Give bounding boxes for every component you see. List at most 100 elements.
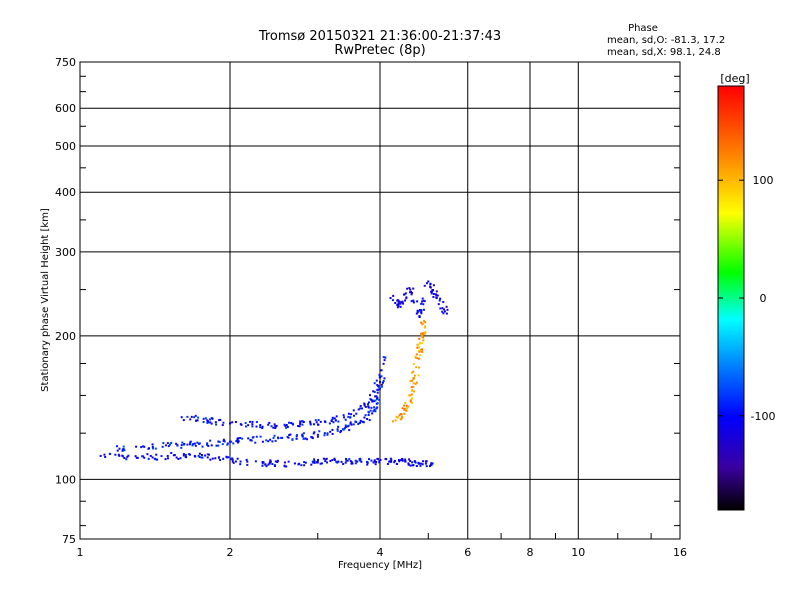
data-point	[436, 294, 439, 297]
data-point	[431, 290, 434, 293]
data-point	[422, 336, 425, 339]
data-point	[420, 309, 423, 312]
data-point	[416, 346, 419, 349]
data-point	[383, 359, 386, 362]
data-point	[182, 454, 185, 457]
data-point	[195, 419, 198, 422]
data-point	[209, 439, 212, 442]
data-point	[407, 463, 410, 466]
data-point	[410, 290, 413, 293]
data-point	[420, 311, 423, 314]
data-point	[229, 440, 231, 443]
data-point	[245, 458, 248, 461]
data-point	[326, 432, 329, 435]
data-point	[251, 425, 254, 428]
data-point	[411, 379, 414, 382]
data-point	[207, 444, 210, 447]
data-point	[366, 463, 369, 466]
y-tick-label: 600	[55, 102, 76, 115]
data-point	[404, 458, 407, 461]
data-point	[380, 369, 383, 372]
y-tick-label: 75	[62, 533, 76, 546]
data-point	[167, 445, 170, 448]
data-point	[303, 464, 306, 467]
data-point	[225, 455, 228, 458]
data-point	[166, 442, 169, 445]
data-point	[248, 420, 251, 423]
data-point	[363, 404, 366, 407]
data-point	[410, 386, 413, 389]
data-point	[430, 462, 433, 465]
data-point	[241, 437, 244, 440]
data-point	[254, 441, 257, 444]
data-point	[312, 423, 315, 426]
data-point	[283, 461, 286, 464]
data-point	[373, 408, 376, 411]
data-point	[424, 332, 427, 335]
data-point	[237, 440, 240, 443]
data-point	[331, 416, 334, 419]
data-point	[226, 443, 229, 446]
data-point	[236, 439, 239, 442]
data-point	[435, 297, 438, 300]
data-point	[369, 398, 372, 401]
data-point	[410, 293, 413, 296]
data-point	[371, 399, 374, 402]
data-point	[439, 297, 442, 300]
data-point	[324, 458, 327, 461]
data-point	[189, 418, 192, 421]
data-point	[378, 461, 381, 464]
phase-stats-x: mean, sd,X: 98.1, 24.8	[607, 47, 721, 58]
data-point	[359, 419, 362, 422]
chart-subtitle: RwPretec (8p)	[334, 43, 425, 58]
data-point	[180, 446, 183, 449]
data-point	[273, 434, 276, 437]
data-point	[188, 443, 191, 446]
data-point	[429, 286, 432, 289]
data-point	[424, 462, 427, 465]
phase-stats-o: mean, sd,O: -81.3, 17.2	[607, 35, 725, 46]
data-point	[419, 354, 422, 357]
data-point	[408, 394, 411, 397]
data-point	[368, 419, 371, 422]
data-point	[123, 456, 126, 459]
data-point	[218, 440, 221, 443]
data-point	[362, 420, 365, 423]
data-point	[259, 426, 262, 429]
data-point	[326, 461, 329, 464]
data-point	[160, 455, 163, 458]
data-point	[396, 299, 399, 302]
x-tick-label: 10	[571, 546, 585, 559]
data-point	[372, 400, 375, 403]
data-point	[344, 418, 347, 421]
data-point	[236, 440, 239, 443]
data-point	[190, 415, 193, 418]
data-point	[347, 415, 350, 418]
data-point	[168, 443, 171, 446]
data-point	[309, 422, 312, 425]
data-point	[418, 462, 421, 465]
data-point	[283, 465, 286, 468]
data-point	[420, 348, 423, 351]
data-point	[202, 417, 205, 420]
data-point	[211, 457, 214, 460]
data-point	[409, 291, 412, 294]
data-point	[305, 438, 308, 441]
data-point	[442, 312, 445, 315]
data-point	[418, 366, 421, 369]
data-point	[414, 357, 417, 360]
data-point	[276, 459, 279, 462]
data-point	[193, 442, 196, 445]
data-point	[351, 462, 354, 465]
data-point	[373, 460, 376, 463]
data-point	[381, 381, 384, 384]
data-point	[367, 413, 370, 416]
data-point	[366, 418, 369, 421]
data-point	[183, 442, 186, 445]
data-point	[298, 425, 301, 428]
data-point	[435, 290, 438, 293]
data-point	[366, 460, 369, 463]
data-point	[210, 444, 213, 447]
data-point	[231, 457, 234, 460]
data-point	[312, 461, 315, 464]
